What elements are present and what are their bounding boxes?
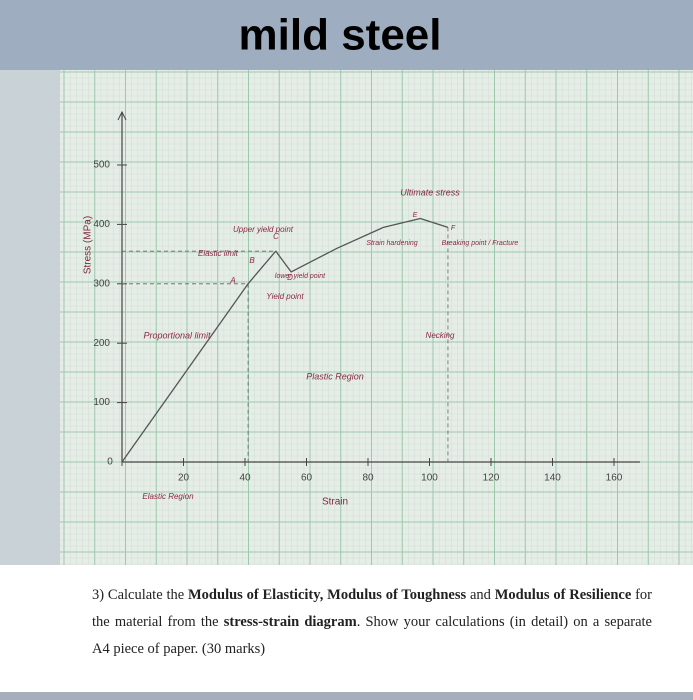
y-arrow — [117, 110, 127, 121]
annotation: Necking — [426, 331, 455, 340]
question-segment: for the material from the — [92, 587, 652, 630]
question-segment: stress-strain diagram — [223, 614, 357, 630]
annotation: Ultimate stress — [400, 187, 460, 197]
paper-shadow — [0, 70, 60, 570]
annotation: F — [451, 225, 456, 232]
annotation: Upper yield point — [233, 225, 294, 234]
y-tick-label: 100 — [93, 397, 110, 408]
x-tick-label: 80 — [362, 473, 374, 484]
grid — [60, 70, 693, 565]
question: 3) Calculate the Modulus of Elasticity, … — [92, 582, 652, 663]
x-tick-label: 100 — [421, 473, 438, 484]
annotation: Breaking point / Fracture — [442, 240, 519, 247]
question-area — [0, 565, 693, 692]
bottom-band — [0, 692, 693, 700]
annotation: B — [249, 256, 255, 265]
x-tick-label: 60 — [301, 473, 313, 484]
annotation: A — [229, 276, 235, 285]
x-axis-label: Strain — [322, 497, 348, 508]
x-tick-label: 140 — [544, 473, 561, 484]
annotation: Elastic Region — [142, 492, 194, 501]
y-tick-label: 300 — [93, 278, 110, 289]
annotation: Proportional limit — [143, 330, 211, 340]
x-tick-label: 20 — [178, 473, 190, 484]
question-segment: Modulus of Resilience — [494, 587, 632, 603]
chart-title: mild steel — [239, 11, 442, 60]
annotation: C — [273, 232, 279, 241]
question-segment: and — [466, 587, 495, 603]
annotation: E — [413, 212, 418, 219]
x-tick-label: 160 — [606, 473, 623, 484]
question-segment: . Show your calculations (in detail) on … — [92, 614, 652, 657]
question-segment: Modulus of Elasticity, Modulus of Toughn… — [188, 587, 467, 603]
x-tick-label: 40 — [239, 473, 251, 484]
question-segment: 3) Calculate the — [92, 587, 188, 603]
annotation: Plastic Region — [306, 371, 364, 381]
graph-paper — [0, 70, 693, 570]
x-tick-label: 120 — [483, 473, 500, 484]
curve — [121, 217, 449, 463]
y-tick-label: 400 — [93, 219, 110, 230]
y-axis-label: Stress (MPa) — [83, 216, 94, 274]
annotation: Elastic limit — [198, 249, 239, 258]
y-tick-label: 200 — [93, 338, 110, 349]
y-tick-label: 500 — [93, 160, 110, 171]
annotation: Strain hardening — [366, 240, 417, 247]
x-tick-label: 0 — [107, 457, 113, 468]
annotation: Yield point — [266, 292, 304, 301]
annotation: lower yield point — [275, 273, 326, 280]
annotation: D — [287, 273, 293, 282]
